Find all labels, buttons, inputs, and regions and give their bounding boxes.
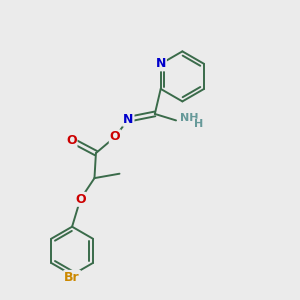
Text: H: H [194,119,203,129]
Text: N: N [155,57,166,70]
Text: O: O [66,134,76,147]
Text: O: O [110,130,120,143]
Text: Br: Br [64,271,80,284]
Text: O: O [75,193,86,206]
Text: N: N [123,113,134,126]
Text: NH: NH [180,113,199,123]
